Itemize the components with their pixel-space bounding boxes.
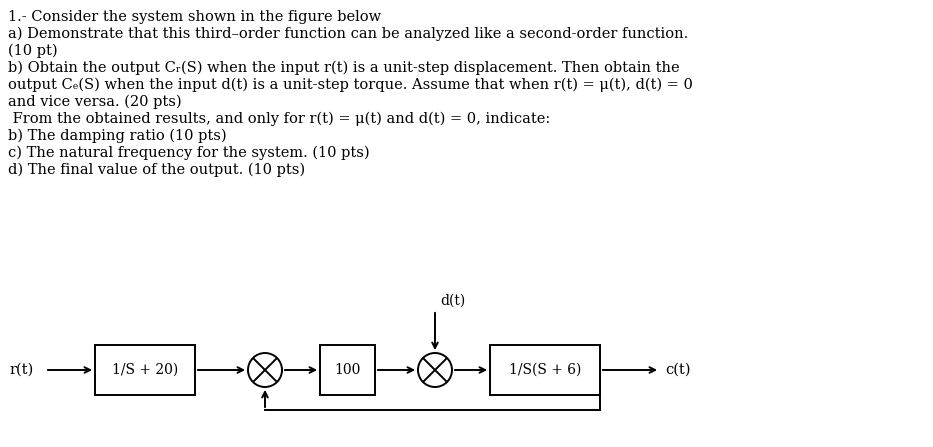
Text: d) The final value of the output. (10 pts): d) The final value of the output. (10 pt…: [8, 163, 305, 177]
Text: a) Demonstrate that this third–order function can be analyzed like a second-orde: a) Demonstrate that this third–order fun…: [8, 27, 689, 42]
Text: (10 pt): (10 pt): [8, 44, 58, 59]
Text: b) The damping ratio (10 pts): b) The damping ratio (10 pts): [8, 129, 227, 143]
Text: output Cₑ(S) when the input d(t) is a unit-step torque. Assume that when r(t) = : output Cₑ(S) when the input d(t) is a un…: [8, 78, 693, 93]
Bar: [95, 345, 195, 395]
Circle shape: [418, 353, 452, 387]
Text: c(t): c(t): [665, 363, 690, 377]
Text: 1/S + 20): 1/S + 20): [112, 363, 178, 377]
Text: 100: 100: [334, 363, 361, 377]
Text: and vice versa. (20 pts): and vice versa. (20 pts): [8, 95, 182, 110]
Text: c) The natural frequency for the system. (10 pts): c) The natural frequency for the system.…: [8, 146, 369, 160]
Text: From the obtained results, and only for r(t) = μ(t) and d(t) = 0, indicate:: From the obtained results, and only for …: [8, 112, 550, 127]
Circle shape: [248, 353, 282, 387]
Text: b) Obtain the output Cᵣ(S) when the input r(t) is a unit-step displacement. Then: b) Obtain the output Cᵣ(S) when the inpu…: [8, 61, 679, 76]
Text: r(t): r(t): [10, 363, 35, 377]
Text: d(t): d(t): [440, 294, 466, 308]
Bar: [490, 345, 600, 395]
Bar: [320, 345, 375, 395]
Text: 1.- Consider the system shown in the figure below: 1.- Consider the system shown in the fig…: [8, 10, 381, 24]
Text: 1/S(S + 6): 1/S(S + 6): [508, 363, 581, 377]
